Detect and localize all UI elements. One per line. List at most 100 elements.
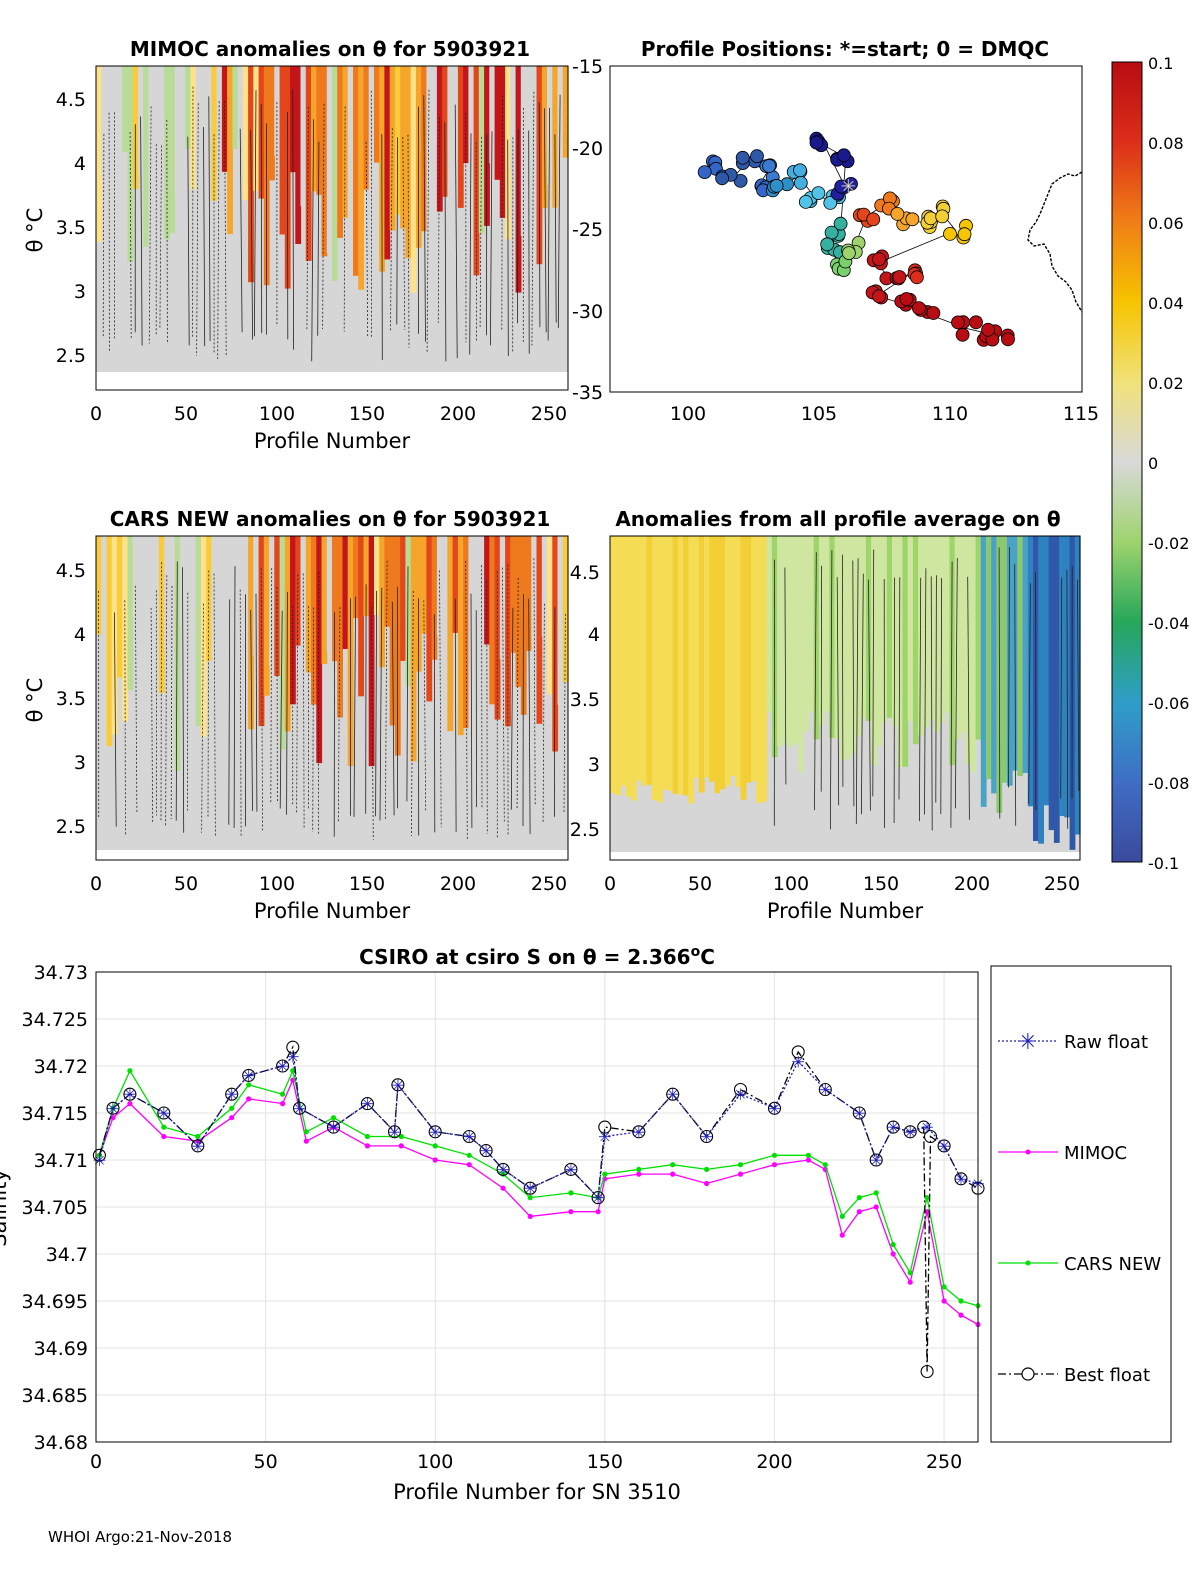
point-raw-float: ✳ — [428, 1123, 441, 1142]
profile-position-marker — [750, 149, 764, 164]
colorbar-gradient — [1111, 61, 1143, 863]
point-cars-new — [568, 1190, 574, 1196]
point-best-float — [937, 1139, 951, 1153]
colorbar: 0.1 0.08 0.06 0.04 0.02 0 -0.02 -0.04 -0… — [1111, 54, 1189, 873]
heatmap-cell — [389, 66, 396, 231]
heatmap-cell — [803, 536, 809, 732]
mimoc-xtick: 50 — [174, 403, 198, 425]
heatmap-cell — [740, 536, 747, 800]
point-raw-float: ✳ — [106, 1099, 119, 1118]
heatmap-cell — [651, 536, 658, 800]
point-best-float — [700, 1129, 714, 1144]
point-cars-new — [290, 1068, 296, 1074]
heatmap-cell — [363, 66, 370, 190]
point-best-float — [852, 1106, 866, 1120]
heatmap-cell — [216, 66, 223, 250]
heatmap-cell — [426, 536, 433, 702]
point-mimoc — [958, 1312, 964, 1318]
heatmap-cell — [452, 536, 459, 633]
profile-position-marker — [820, 237, 835, 252]
point-mimoc — [161, 1133, 167, 1140]
heatmap-cell — [457, 536, 464, 736]
heatmap-contour — [233, 566, 236, 828]
heatmap-cell — [625, 536, 632, 797]
heatmap-cell — [751, 536, 757, 781]
heatmap-cell — [541, 536, 548, 637]
salinity-ytick: 34.72 — [34, 1056, 88, 1078]
heatmap-cell — [269, 536, 275, 666]
heatmap-contour — [343, 106, 346, 332]
heatmap-cell — [347, 66, 354, 219]
point-mimoc — [229, 1115, 235, 1121]
point-mimoc — [246, 1096, 252, 1102]
salinity-title-main: CSIRO at csiro S on θ = 2.366 — [359, 945, 690, 969]
heatmap-contour — [134, 585, 138, 814]
heatmap-cell — [907, 536, 914, 722]
heatmap-cell — [897, 536, 903, 768]
profile-position-marker — [1001, 332, 1015, 347]
heatmap-cell — [332, 66, 338, 281]
mimoc-xtick: 150 — [349, 403, 385, 425]
point-cars-new — [670, 1162, 676, 1168]
heatmap-contour — [481, 565, 483, 808]
heatmap-cell — [510, 66, 517, 172]
heatmap-cell — [886, 536, 893, 718]
heatmap-contour — [255, 593, 258, 812]
heatmap-cell — [374, 66, 380, 163]
heatmap-cell — [258, 536, 265, 726]
mimoc-x-ticks: 0 50 100 150 200 250 — [90, 403, 567, 425]
point-raw-float: ✳ — [632, 1123, 645, 1142]
point-best-float — [496, 1162, 510, 1176]
heatmap-cell — [342, 536, 349, 649]
profile-position-marker — [935, 209, 950, 224]
heatmap-cell — [792, 536, 799, 744]
heatmap-cell — [284, 536, 291, 732]
heatmap-cell — [939, 536, 945, 723]
mimoc-ytick: 4.5 — [56, 89, 86, 111]
cars-ytick: 3 — [74, 752, 86, 774]
heatmap-contour — [312, 607, 315, 833]
legend-box — [990, 965, 1172, 1443]
heatmap-contour — [124, 600, 126, 835]
point-best-float — [462, 1129, 476, 1144]
point-best-float — [479, 1144, 493, 1158]
point-best-float — [791, 1045, 805, 1059]
heatmap-cell — [305, 536, 312, 673]
legend: ✳ Raw float MIMOC CARS NEW Best float — [990, 965, 1172, 1443]
cars-xtick: 0 — [90, 873, 102, 895]
heatmap-cell — [174, 536, 181, 771]
heatmap-cell — [143, 66, 149, 247]
heatmap-cell — [106, 536, 113, 747]
heatmap-cell — [457, 66, 464, 208]
positions-xtick: 115 — [1063, 403, 1099, 425]
profile-position-marker — [955, 327, 970, 342]
heatmap-cell — [274, 536, 281, 676]
heatmap-contour — [490, 131, 493, 346]
heatmap-cell — [200, 66, 207, 168]
profile-position-marker — [697, 165, 712, 180]
profile-position-marker — [735, 150, 750, 165]
salinity-title-deg: o — [691, 944, 701, 960]
heatmap-cell — [321, 536, 328, 664]
heatmap-contour — [470, 593, 473, 828]
legend-item-best: Best float — [998, 1365, 1150, 1386]
point-mimoc — [924, 1209, 930, 1215]
heatmap-cell — [735, 536, 742, 787]
point-best-float — [191, 1139, 205, 1153]
point-raw-float: ✳ — [391, 1076, 404, 1095]
heatmap-contour — [919, 577, 922, 822]
salinity-xtick: 200 — [756, 1451, 792, 1473]
point-raw-float: ✳ — [479, 1142, 492, 1161]
heatmap-cell — [1006, 536, 1013, 786]
cars-axes-box — [95, 535, 569, 861]
profile-position-marker — [809, 135, 824, 150]
heatmap-cell — [494, 66, 501, 180]
allavg-ytick: 2.5 — [570, 819, 600, 841]
mimoc-xtick: 0 — [90, 403, 102, 425]
heatmap-cell — [138, 536, 144, 732]
salinity-x-ticks: 0 50 100 150 200 250 — [90, 1451, 962, 1473]
heatmap-cell — [672, 536, 679, 795]
profile-position-marker — [834, 179, 849, 194]
salinity-xtick: 150 — [587, 1451, 623, 1473]
heatmap-cell — [610, 536, 616, 794]
